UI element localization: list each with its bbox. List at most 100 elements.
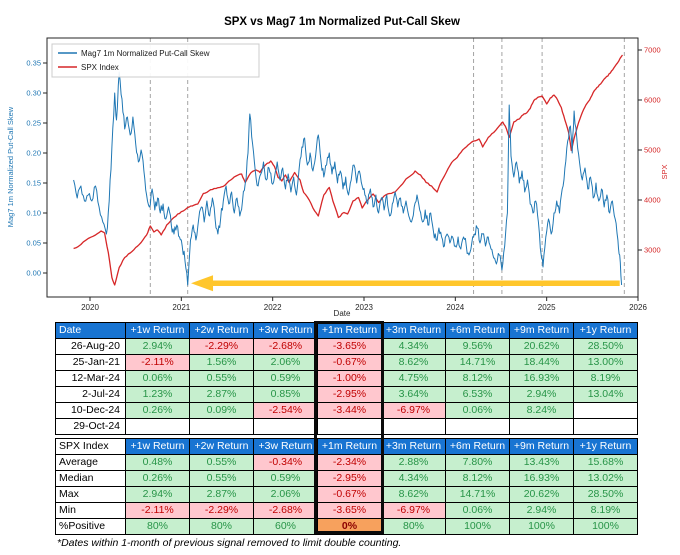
row-label: Max [55, 486, 126, 503]
return-cell [445, 418, 510, 435]
return-cell: -2.95% [317, 386, 382, 403]
table-row: 25-Jan-21 -2.11% 1.56% 2.06% -0.67% 8.62% 14.7… [55, 354, 638, 371]
table-row: 12-Mar-24 0.06% 0.55% 0.59% -1.00% 4.75% 8.12%… [55, 370, 638, 387]
column-header: +2w Return [189, 322, 254, 339]
right-tick-label: 5000 [644, 146, 661, 155]
table-row: 10-Dec-24 0.26% 0.09% -2.54% -3.44% -6.97% 0.0… [55, 402, 638, 419]
return-cell: -2.68% [253, 502, 318, 519]
return-cell: 14.71% [445, 486, 510, 503]
row-label: Median [55, 470, 126, 487]
column-header: +9m Return [509, 322, 574, 339]
legend-skew-label: Mag7 1m Normalized Put-Call Skew [81, 49, 210, 58]
left-tick-label: 0.30 [26, 89, 41, 98]
table-row: %Positive 80% 80% 60% 0% 80% 100% 100% 100% [55, 518, 638, 535]
x-tick-label: 2026 [629, 303, 647, 312]
column-header: +1y Return [573, 322, 638, 339]
x-tick-label: 2022 [264, 303, 282, 312]
return-cell: -1.00% [317, 370, 382, 387]
column-header: +3m Return [381, 438, 446, 455]
return-cell [317, 418, 382, 435]
return-cell: -0.34% [253, 454, 318, 471]
column-header: +1m Return [317, 438, 382, 455]
return-cell: 14.71% [445, 354, 510, 371]
column-header: +1w Return [125, 322, 190, 339]
return-cell: 7.80% [445, 454, 510, 471]
row-label: 2-Jul-24 [55, 386, 126, 403]
return-cell: 4.34% [381, 338, 446, 355]
return-cell: 2.06% [253, 354, 318, 371]
return-cell: 80% [381, 518, 446, 535]
right-tick-label: 3000 [644, 246, 661, 255]
return-cell: 8.19% [573, 370, 638, 387]
return-cell: 100% [573, 518, 638, 535]
right-tick-label: 6000 [644, 96, 661, 105]
return-cell: 0.09% [189, 402, 254, 419]
column-header: SPX Index [55, 438, 126, 455]
row-label: 10-Dec-24 [55, 402, 126, 419]
return-cell: 2.94% [509, 502, 574, 519]
return-cell: 1.23% [125, 386, 190, 403]
x-tick-label: 2025 [538, 303, 556, 312]
return-cell: 2.94% [125, 338, 190, 355]
row-label: 26-Aug-20 [55, 338, 126, 355]
return-cell: 0.59% [253, 470, 318, 487]
column-header: +9m Return [509, 438, 574, 455]
return-cell: 18.44% [509, 354, 574, 371]
return-cell [573, 418, 638, 435]
signal-returns-table: Date +1w Return +2w Return +3w Return +1m Re… [55, 322, 638, 435]
return-cell: 9.56% [445, 338, 510, 355]
column-header: +6m Return [445, 438, 510, 455]
return-cell: 2.94% [509, 386, 574, 403]
table-row: 26-Aug-20 2.94% -2.29% -2.68% -3.65% 4.34% 9.5… [55, 338, 638, 355]
return-cell: 13.43% [509, 454, 574, 471]
column-header: +6m Return [445, 322, 510, 339]
return-cell: 8.19% [573, 502, 638, 519]
return-cell: -3.65% [317, 338, 382, 355]
return-cell: 0.55% [189, 454, 254, 471]
row-label: 25-Jan-21 [55, 354, 126, 371]
left-axis-label: Mag7 1m Normalized Put-Call Skew [6, 106, 15, 227]
column-header: +1w Return [125, 438, 190, 455]
summary-stats-table: SPX Index +1w Return +2w Return +3w Return +… [55, 438, 638, 535]
right-axis-label: SPX [660, 164, 669, 179]
table-header-row: SPX Index +1w Return +2w Return +3w Return +… [55, 438, 638, 455]
footnote: *Dates within 1-month of previous signal… [57, 537, 402, 549]
skew-line [73, 71, 623, 286]
return-cell: 28.50% [573, 338, 638, 355]
return-cell: 100% [509, 518, 574, 535]
return-cell: 8.12% [445, 470, 510, 487]
table-row: Average 0.48% 0.55% -0.34% -2.34% 2.88% 7.80% 1… [55, 454, 638, 471]
return-cell [253, 418, 318, 435]
left-tick-label: 0.35 [26, 59, 41, 68]
column-header: +3w Return [253, 438, 318, 455]
return-cell: -2.29% [189, 502, 254, 519]
return-cell: 2.94% [125, 486, 190, 503]
left-tick-label: 0.05 [26, 239, 41, 248]
x-tick-label: 2020 [81, 303, 99, 312]
return-cell [381, 418, 446, 435]
lookback-arrow-head [191, 275, 214, 292]
column-header: +1m Return [317, 322, 382, 339]
return-cell: 0.85% [253, 386, 318, 403]
return-cell: 13.04% [573, 386, 638, 403]
return-cell: 16.93% [509, 470, 574, 487]
row-label: 29-Oct-24 [55, 418, 126, 435]
return-cell: 8.24% [509, 402, 574, 419]
left-tick-label: 0.15 [26, 179, 41, 188]
return-cell: -0.67% [317, 486, 382, 503]
return-cell [509, 418, 574, 435]
return-cell: 16.93% [509, 370, 574, 387]
right-tick-label: 4000 [644, 196, 661, 205]
return-cell: -3.44% [317, 402, 382, 419]
legend-box [51, 43, 260, 78]
return-cell: 80% [125, 518, 190, 535]
return-cell: 20.62% [509, 486, 574, 503]
return-cell: -2.95% [317, 470, 382, 487]
return-cell: 15.68% [573, 454, 638, 471]
return-cell: -6.97% [381, 402, 446, 419]
return-cell [125, 418, 190, 435]
return-cell: 0.26% [125, 402, 190, 419]
return-cell: 8.62% [381, 354, 446, 371]
return-cell [189, 418, 254, 435]
return-cell: 0.06% [125, 370, 190, 387]
